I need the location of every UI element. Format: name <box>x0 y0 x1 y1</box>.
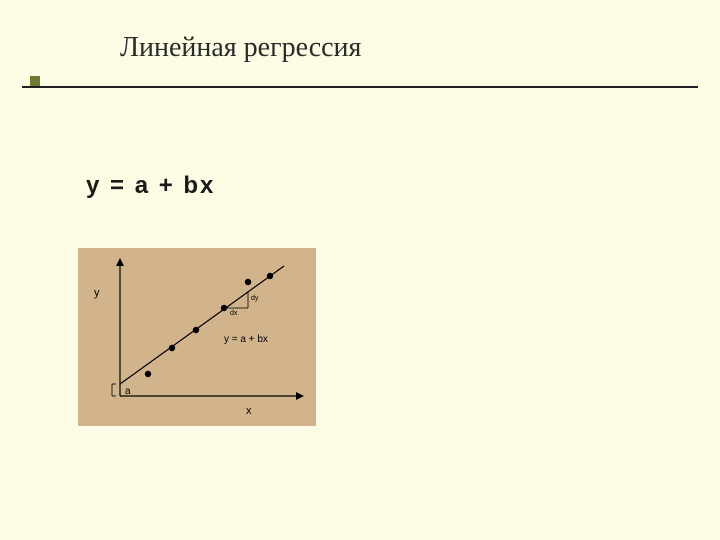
slide-canvas: Линейная регрессия y = a + bx dx dy a y = a… <box>0 0 720 540</box>
svg-text:a: a <box>125 386 131 397</box>
regression-formula: y = a + bx <box>86 172 215 200</box>
svg-text:y = a + bx: y = a + bx <box>224 334 268 345</box>
bullet-tick-icon <box>30 76 40 86</box>
slide-title: Линейная регрессия <box>120 32 361 64</box>
regression-chart: dx dy a y = a + bx x y <box>78 248 316 426</box>
svg-text:y: y <box>94 287 100 299</box>
svg-text:x: x <box>246 405 252 417</box>
title-underline <box>22 86 698 88</box>
svg-text:dx: dx <box>230 310 238 317</box>
svg-text:dy: dy <box>251 295 259 302</box>
